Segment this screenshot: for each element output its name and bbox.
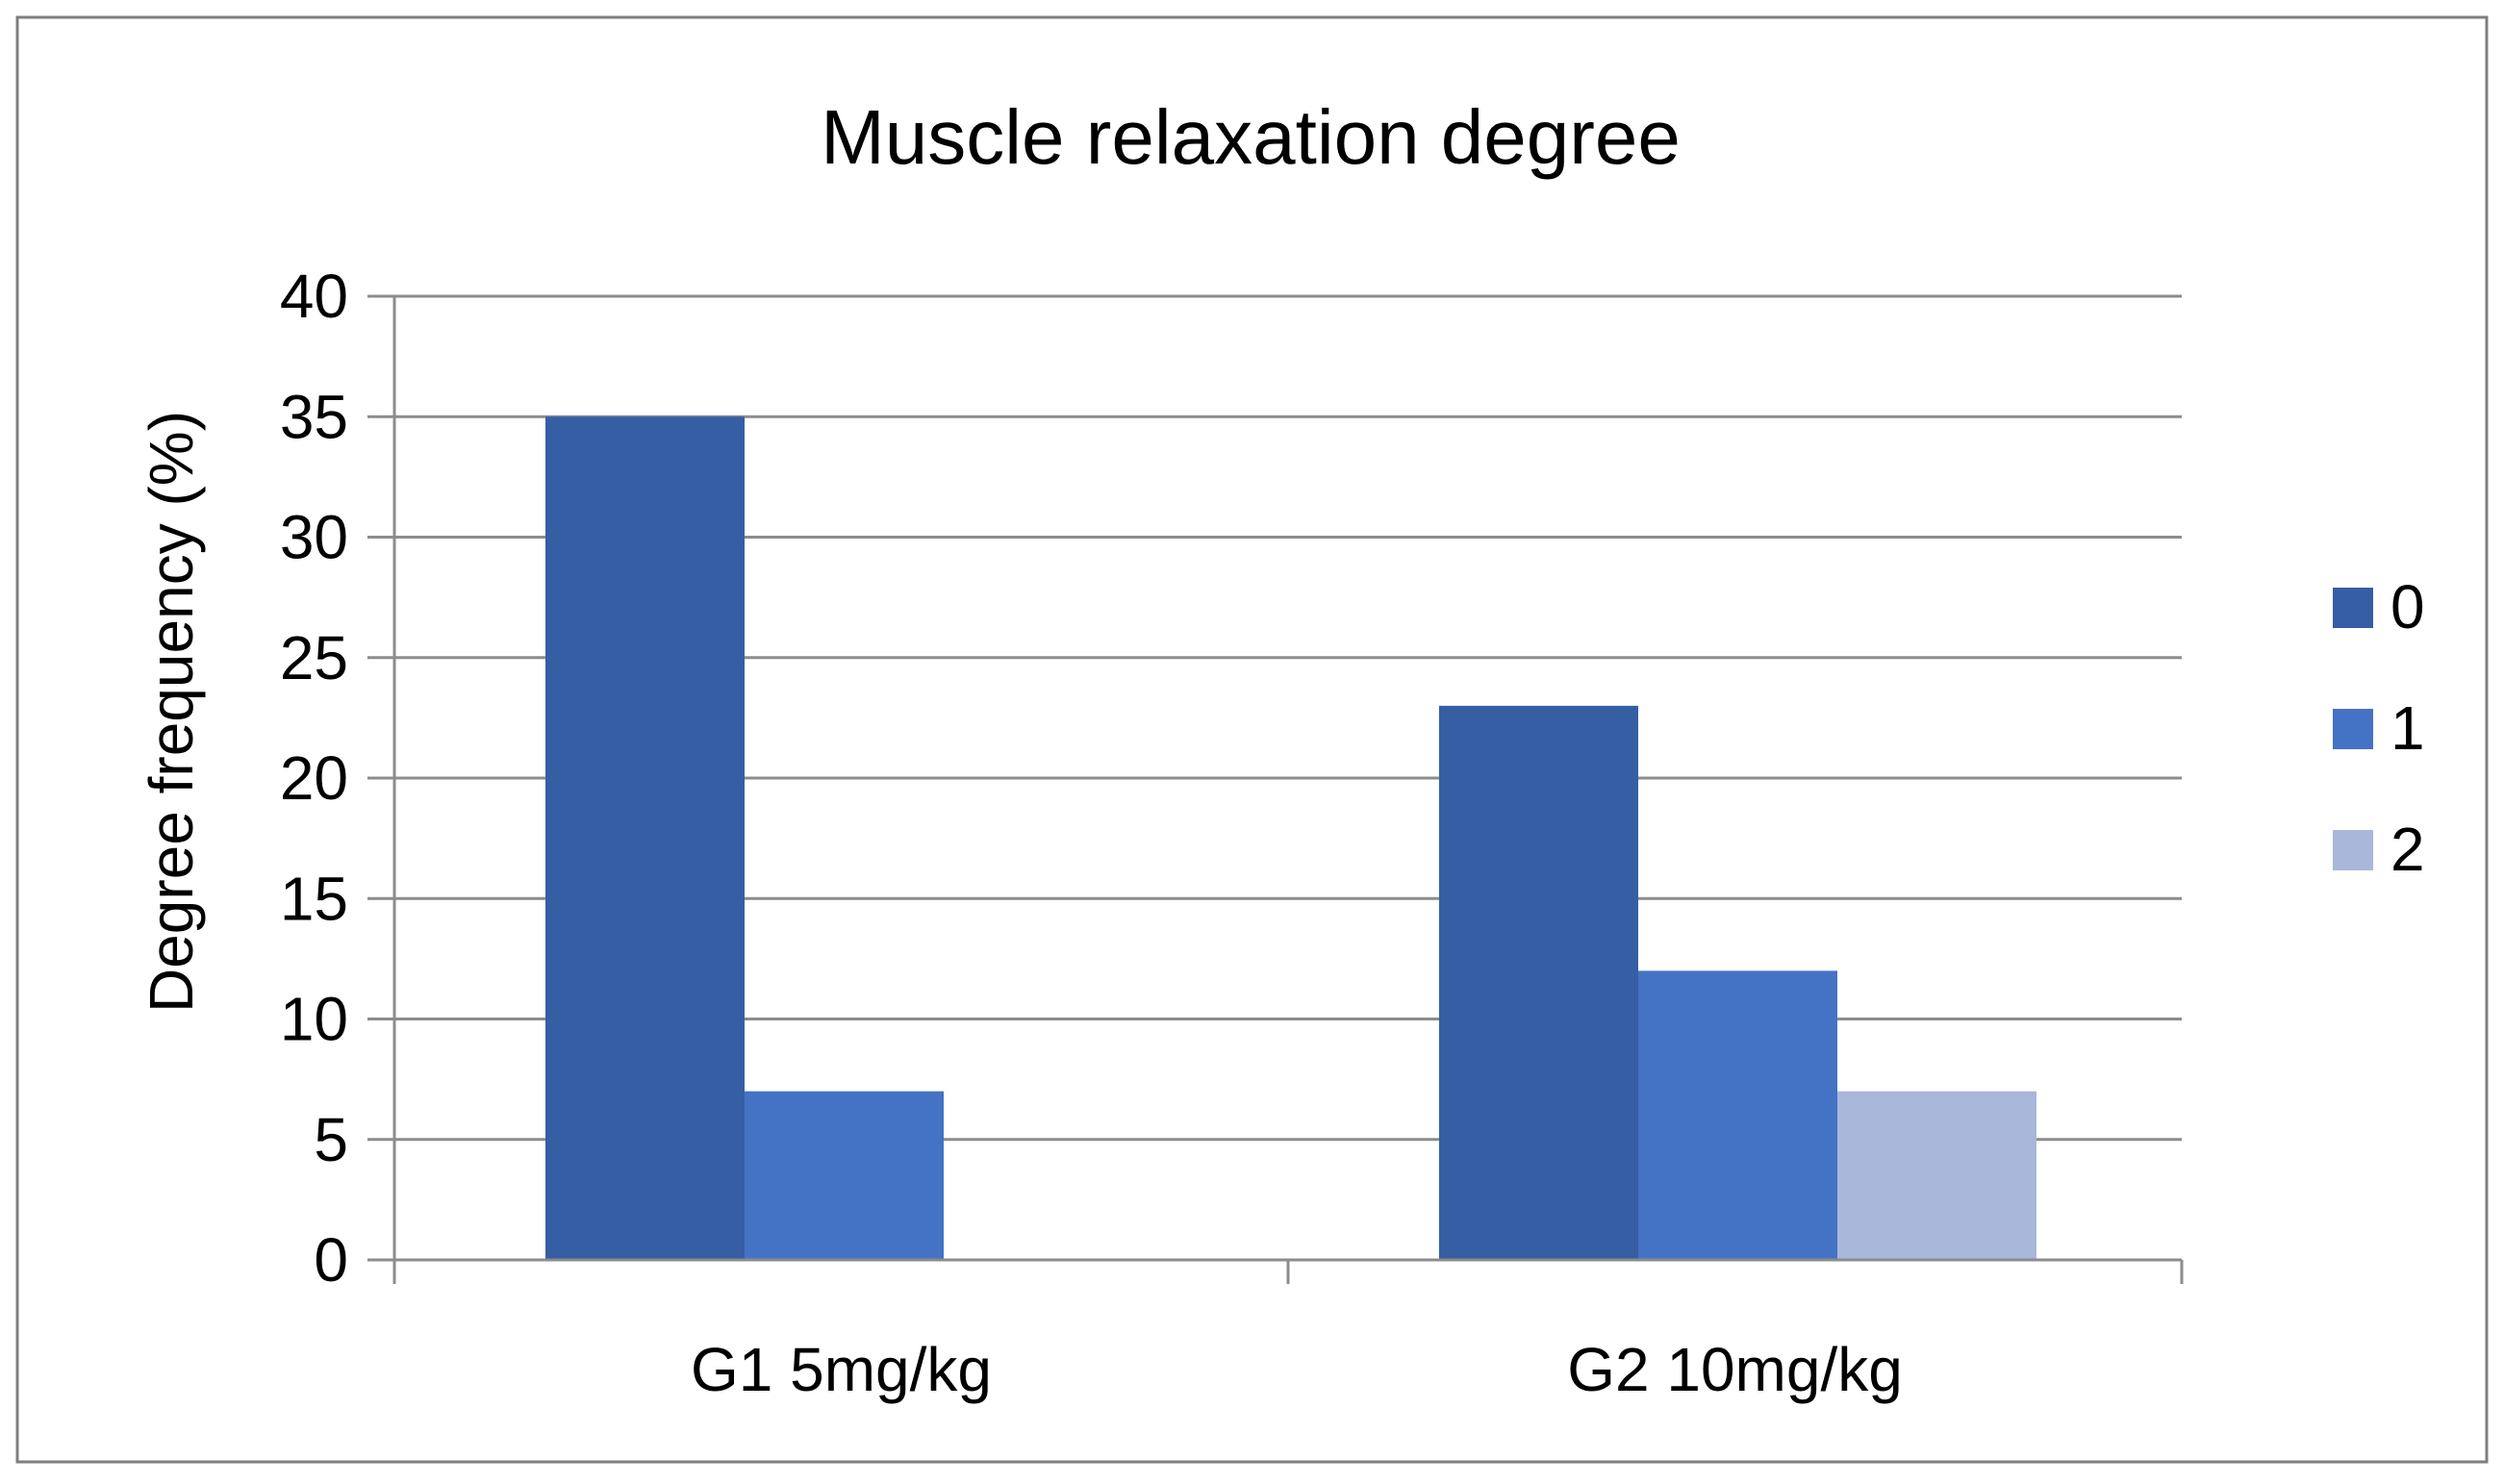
y-tick-label: 40 (280, 262, 348, 331)
y-tick-label: 10 (280, 985, 348, 1054)
y-tick-label: 35 (280, 382, 348, 451)
bar-series-2 (1837, 1091, 2036, 1260)
legend-label: 1 (2390, 693, 2425, 763)
y-tick-label: 25 (280, 623, 348, 692)
legend-label: 2 (2390, 815, 2425, 884)
y-tick-label: 0 (314, 1225, 348, 1295)
axes (392, 296, 2184, 1284)
chart-border (15, 15, 2489, 1464)
y-tick-label: 15 (280, 864, 348, 933)
x-tick-label: G2 10mg/kg (1567, 1335, 1903, 1404)
bars (545, 416, 2036, 1260)
legend-label: 0 (2390, 572, 2425, 641)
y-axis-label: Degree frequency (%) (137, 411, 206, 1013)
bar-series-0 (545, 416, 745, 1260)
bar-series-1 (1638, 970, 1837, 1260)
bar-series-1 (745, 1091, 944, 1260)
legend-swatch (2333, 709, 2373, 749)
legend-swatch (2333, 588, 2373, 628)
y-tick-labels: 0 5 10 15 20 25 30 35 40 (280, 262, 348, 1295)
x-tick-labels: G1 5mg/kg G2 10mg/kg (691, 1335, 1903, 1404)
legend-swatch (2333, 830, 2373, 870)
legend: 0 1 2 (2333, 572, 2425, 884)
y-tick-label: 30 (280, 503, 348, 572)
chart-title: Muscle relaxation degree (821, 94, 1681, 180)
y-tick-label: 20 (280, 743, 348, 813)
y-tick-label: 5 (314, 1105, 348, 1174)
bar-series-0 (1439, 705, 1638, 1260)
x-tick-label: G1 5mg/kg (691, 1335, 992, 1404)
